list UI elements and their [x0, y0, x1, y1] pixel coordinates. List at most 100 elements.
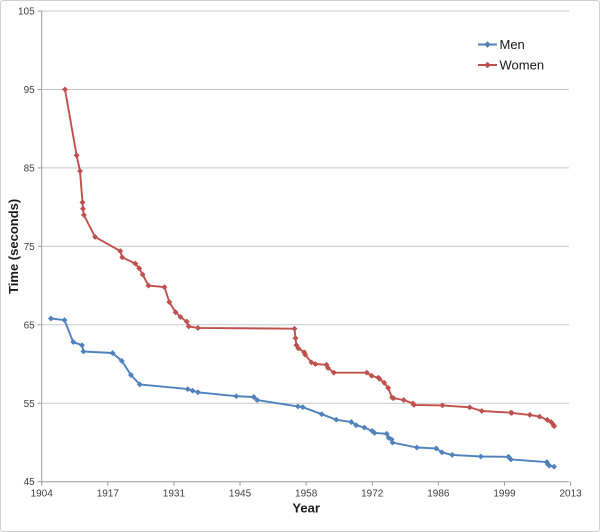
y-tick-label: 45: [24, 477, 36, 488]
data-point-marker: [79, 205, 86, 212]
data-point-marker: [333, 416, 340, 423]
data-point-marker: [70, 339, 77, 346]
data-point-marker: [507, 456, 514, 463]
data-point-marker: [92, 233, 99, 240]
data-point-marker: [526, 411, 533, 418]
men-line: [49, 317, 556, 468]
legend-label: Women: [500, 58, 545, 73]
data-point-marker: [189, 387, 196, 394]
data-point-marker: [250, 393, 257, 401]
x-tick-label: 1999: [493, 489, 516, 500]
data-point-marker: [295, 345, 302, 352]
data-point-marker: [76, 167, 84, 175]
data-point-marker: [161, 284, 168, 291]
data-point-marker: [389, 439, 396, 446]
data-point-marker: [508, 409, 515, 416]
data-point-marker: [361, 424, 368, 431]
data-point-marker: [312, 360, 319, 368]
data-point-marker: [348, 419, 355, 426]
data-point-marker: [484, 61, 491, 69]
data-point-marker: [544, 416, 551, 423]
gridlines: [41, 10, 569, 404]
data-point-marker: [302, 351, 309, 358]
data-point-marker: [166, 298, 173, 306]
data-point-marker: [136, 265, 143, 272]
data-point-marker: [254, 397, 261, 404]
y-tick-label: 95: [24, 85, 36, 96]
y-tick-label: 75: [24, 242, 36, 253]
data-point-marker: [484, 41, 491, 48]
legend-item-men: Men: [478, 37, 525, 52]
data-point-marker: [551, 423, 558, 430]
x-tick-label: 1931: [163, 489, 186, 500]
x-tick-label: 2013: [559, 489, 582, 500]
data-point-marker: [109, 349, 116, 357]
data-point-marker: [449, 451, 456, 458]
data-point-marker: [172, 309, 179, 316]
data-point-marker: [194, 389, 201, 396]
y-tick-label: 105: [18, 7, 35, 18]
data-point-marker: [132, 260, 139, 267]
data-point-marker: [551, 463, 558, 470]
data-point-marker: [183, 318, 190, 325]
data-point-marker: [139, 271, 146, 278]
data-point-marker: [376, 375, 383, 382]
x-tick-label: 1972: [361, 489, 384, 500]
data-point-marker: [466, 404, 473, 411]
data-point-marker: [79, 199, 86, 206]
data-point-marker: [363, 369, 370, 376]
y-tick-label: 65: [24, 320, 36, 331]
data-point-marker: [371, 429, 378, 436]
data-point-marker: [383, 430, 390, 437]
data-point-marker: [127, 371, 135, 379]
data-point-marker: [299, 404, 306, 411]
data-point-marker: [324, 364, 332, 372]
legend-label: Men: [500, 37, 525, 52]
x-axis-title: Year: [292, 501, 319, 516]
data-point-marker: [61, 86, 69, 93]
data-point-marker: [194, 324, 201, 331]
y-tick-label: 85: [24, 163, 36, 174]
data-point-marker: [117, 248, 124, 255]
data-point-marker: [438, 449, 446, 456]
data-point-marker: [478, 407, 485, 415]
x-tick-label: 1917: [97, 489, 120, 500]
data-point-marker: [80, 348, 87, 355]
data-point-marker: [119, 254, 126, 261]
data-point-marker: [381, 379, 388, 386]
data-point-marker: [385, 384, 392, 391]
data-point-marker: [78, 342, 86, 349]
data-point-marker: [184, 386, 191, 393]
legend: Men Women: [478, 37, 544, 73]
data-point-marker: [292, 335, 299, 342]
data-point-marker: [477, 453, 484, 460]
data-point-marker: [80, 211, 87, 219]
data-point-marker: [536, 413, 543, 420]
data-point-marker: [73, 152, 80, 159]
data-point-marker: [118, 357, 125, 364]
data-point-marker: [61, 317, 68, 324]
data-point-marker: [318, 411, 325, 418]
data-point-marker: [433, 445, 440, 452]
data-point-marker: [400, 396, 407, 404]
series-men: [47, 315, 558, 470]
y-axis-title: Time (seconds): [6, 199, 21, 294]
data-point-marker: [548, 419, 555, 426]
data-point-marker: [390, 395, 397, 402]
data-point-marker: [177, 313, 184, 321]
data-point-marker: [439, 402, 446, 409]
data-point-marker: [546, 462, 553, 469]
x-tick-label: 1986: [427, 489, 450, 500]
data-point-marker: [353, 422, 360, 429]
data-point-marker: [185, 323, 192, 330]
x-tick-label: 1945: [229, 489, 252, 500]
legend-item-women: Women: [478, 58, 544, 73]
data-point-marker: [136, 381, 143, 388]
data-point-marker: [233, 393, 240, 400]
y-tick-label: 55: [24, 399, 36, 410]
series-women: [61, 86, 558, 430]
data-point-marker: [291, 325, 298, 332]
x-tick-label: 1958: [295, 489, 318, 500]
